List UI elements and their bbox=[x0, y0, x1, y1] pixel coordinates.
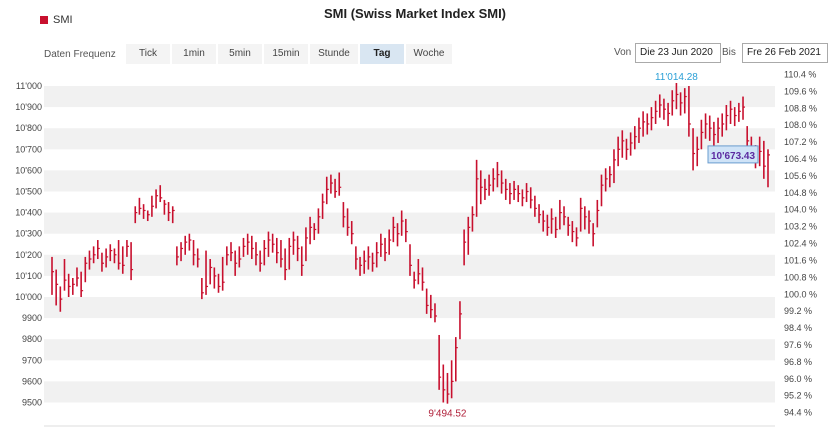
right-tick-label: 98.4 % bbox=[784, 323, 812, 333]
right-tick-label: 100.8 % bbox=[784, 272, 817, 282]
left-axis: 11'000 10'900 10'800 10'700 10'600 10'500 10'4… bbox=[15, 81, 42, 408]
grid-band bbox=[44, 212, 775, 234]
y-tick-label: 9600 bbox=[22, 376, 42, 386]
y-tick-label: 10'200 bbox=[15, 250, 42, 260]
right-axis: 110.4 % 109.6 % 108.8 % 108.0 % 107.2 % 106.4… bbox=[784, 70, 817, 418]
right-tick-label: 94.4 % bbox=[784, 408, 812, 418]
chart-title: SMI (Swiss Market Index SMI) bbox=[323, 6, 507, 21]
right-tick-label: 104.0 % bbox=[784, 205, 817, 215]
grid-band bbox=[44, 128, 775, 150]
freq-15min-button[interactable]: 15min bbox=[264, 44, 308, 64]
freq-1min-button[interactable]: 1min bbox=[172, 44, 216, 64]
right-tick-label: 109.6 % bbox=[784, 86, 817, 96]
right-tick-label: 104.8 % bbox=[784, 188, 817, 198]
freq-5min-button[interactable]: 5min bbox=[218, 44, 262, 64]
to-label: Bis bbox=[722, 47, 736, 58]
freq-tag-button[interactable]: Tag bbox=[360, 44, 404, 64]
y-tick-label: 10'900 bbox=[15, 102, 42, 112]
y-tick-label: 10'000 bbox=[15, 292, 42, 302]
right-tick-label: 96.0 % bbox=[784, 374, 812, 384]
last-value-box bbox=[707, 145, 759, 164]
freq-tick-button[interactable]: Tick bbox=[126, 44, 170, 64]
grid-band bbox=[44, 170, 775, 192]
freq-woche-button[interactable]: Woche bbox=[406, 44, 452, 64]
y-tick-label: 10'800 bbox=[15, 123, 42, 133]
from-date-input[interactable]: Die 23 Jun 2020 bbox=[635, 43, 721, 63]
right-tick-label: 99.2 % bbox=[784, 306, 812, 316]
right-tick-label: 107.2 % bbox=[784, 137, 817, 147]
freq-stunde-button[interactable]: Stunde bbox=[310, 44, 358, 64]
grid-band bbox=[44, 86, 775, 108]
y-tick-label: 10'100 bbox=[15, 271, 42, 281]
grid-band bbox=[44, 297, 775, 319]
right-tick-label: 96.8 % bbox=[784, 357, 812, 367]
right-tick-label: 95.2 % bbox=[784, 391, 812, 401]
y-tick-label: 11'000 bbox=[16, 81, 42, 91]
frequency-label: Daten Frequenz bbox=[44, 48, 116, 60]
y-tick-label: 10'700 bbox=[15, 144, 42, 154]
y-tick-label: 9800 bbox=[22, 334, 42, 344]
right-tick-label: 97.6 % bbox=[784, 340, 812, 350]
y-tick-label: 10'300 bbox=[15, 229, 42, 239]
y-tick-label: 10'500 bbox=[15, 187, 42, 197]
y-tick-label: 10'400 bbox=[15, 208, 42, 218]
to-date-input[interactable]: Fre 26 Feb 2021 bbox=[742, 43, 828, 63]
high-annotation: 11'014.28 bbox=[655, 72, 698, 83]
right-tick-label: 100.0 % bbox=[784, 289, 817, 299]
right-tick-label: 102.4 % bbox=[784, 239, 817, 249]
right-tick-label: 106.4 % bbox=[784, 154, 817, 164]
y-tick-label: 9900 bbox=[22, 313, 42, 323]
from-label: Von bbox=[614, 47, 632, 58]
y-tick-label: 9700 bbox=[22, 355, 42, 365]
right-tick-label: 105.6 % bbox=[784, 171, 817, 181]
y-tick-label: 9500 bbox=[22, 398, 42, 408]
right-tick-label: 108.8 % bbox=[784, 103, 817, 113]
legend-label: SMI bbox=[53, 14, 73, 26]
date-range: Von Die 23 Jun 2020 Bis Fre 26 Feb 2021 bbox=[0, 43, 830, 65]
last-value-label: 10'673.43 bbox=[711, 151, 756, 162]
right-tick-label: 103.2 % bbox=[784, 222, 817, 232]
low-annotation: 9'494.52 bbox=[428, 409, 466, 420]
right-tick-label: 108.0 % bbox=[784, 120, 817, 130]
right-tick-label: 110.4 % bbox=[784, 70, 816, 80]
grid-band bbox=[44, 381, 775, 403]
grid-band bbox=[44, 339, 775, 361]
legend-swatch bbox=[40, 16, 48, 24]
y-tick-label: 10'600 bbox=[15, 165, 42, 175]
frequency-toolbar: Daten Frequenz Tick 1min 5min 15min Stun… bbox=[44, 44, 454, 64]
legend[interactable]: SMI bbox=[40, 14, 73, 26]
annotations: 11'014.28 9'494.52 10'673.43 bbox=[428, 72, 759, 420]
right-tick-label: 101.6 % bbox=[784, 255, 817, 265]
price-bars bbox=[51, 82, 770, 404]
